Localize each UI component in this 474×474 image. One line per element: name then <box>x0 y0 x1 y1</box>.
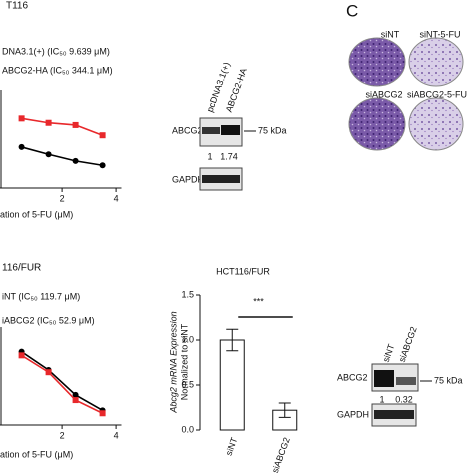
row-label: ABCG2 <box>337 372 368 382</box>
y-axis-label: Abcg2 mRNA Expression <box>168 311 178 413</box>
fit-line <box>21 117 103 136</box>
quant: 1.74 <box>220 151 238 161</box>
y-tick-label: 0.5 <box>181 379 194 389</box>
fit-line <box>21 354 103 414</box>
error-bar <box>226 328 239 352</box>
point <box>45 151 52 158</box>
point <box>99 132 106 139</box>
plate <box>408 37 464 87</box>
fit-line <box>21 146 103 167</box>
plate <box>348 97 406 151</box>
annotation: *** <box>253 296 264 306</box>
x-tick-label: 2 <box>60 430 65 440</box>
legend-label: DNA3.1(+) (IC₅₀ 9.639 μM) <box>2 46 110 56</box>
y-axis-label: Normalized to siNT <box>179 323 189 400</box>
plate <box>348 37 406 87</box>
point <box>72 397 79 404</box>
plate-label: siNT <box>381 29 400 39</box>
fit-line <box>21 351 103 412</box>
band <box>202 175 240 183</box>
panel-label: C <box>346 1 358 20</box>
row-label: GAPDH <box>172 174 204 184</box>
point <box>18 115 25 122</box>
point <box>18 143 25 150</box>
x-tick-label: 4 <box>114 430 119 440</box>
x-axis-label: ation of 5-FU (μM) <box>0 449 73 459</box>
lane-label: siNT <box>381 342 397 363</box>
y-tick-label: 1.5 <box>181 289 194 299</box>
chart-title: T116 <box>6 1 28 12</box>
plate <box>408 97 464 151</box>
x-tick-label: siABCG2 <box>270 436 292 474</box>
point <box>72 391 79 398</box>
band <box>202 127 220 134</box>
legend-label: ABCG2-HA (IC₅₀ 344.1 μM) <box>2 65 113 75</box>
marker-label: 75 kDa <box>258 125 287 135</box>
point <box>45 119 52 126</box>
point <box>45 369 52 376</box>
x-axis-label: ation of 5-FU (μM) <box>0 209 73 219</box>
plate-label: siABCG2 <box>365 89 402 99</box>
plates <box>348 37 464 151</box>
row-label: GAPDH <box>337 409 369 419</box>
quant: 0.32 <box>395 394 413 404</box>
band <box>221 125 240 135</box>
marker-label: 75 kDa <box>434 375 463 385</box>
band <box>374 370 394 387</box>
point <box>18 352 25 359</box>
plate-label: siABCG2-5-FU <box>407 89 467 99</box>
y-tick-label: 0.0 <box>181 424 194 434</box>
legend-label: iNT (IC₅₀ 119.7 μM) <box>2 291 80 301</box>
quant: 1 <box>207 151 212 161</box>
legend-label: iABCG2 (IC₅₀ 52.9 μM) <box>2 315 95 325</box>
x-tick-label: 4 <box>114 193 119 203</box>
x-tick-label: 2 <box>60 193 65 203</box>
point <box>72 157 79 164</box>
lane-label: siABCG2 <box>397 325 419 363</box>
bar <box>219 339 245 431</box>
chart-title: HCT116/FUR <box>216 266 270 276</box>
error-bar <box>278 402 291 418</box>
point <box>72 121 79 128</box>
x-tick-label: siNT <box>224 436 240 457</box>
chart-title: 116/FUR <box>2 263 41 274</box>
point <box>99 162 106 169</box>
row-label: ABCG2 <box>172 125 203 135</box>
band <box>374 410 414 419</box>
band <box>396 377 416 385</box>
y-tick-label: 1.0 <box>181 334 194 344</box>
point <box>99 410 106 417</box>
quant: 1 <box>379 394 384 404</box>
plate-label: siNT-5-FU <box>420 29 461 39</box>
